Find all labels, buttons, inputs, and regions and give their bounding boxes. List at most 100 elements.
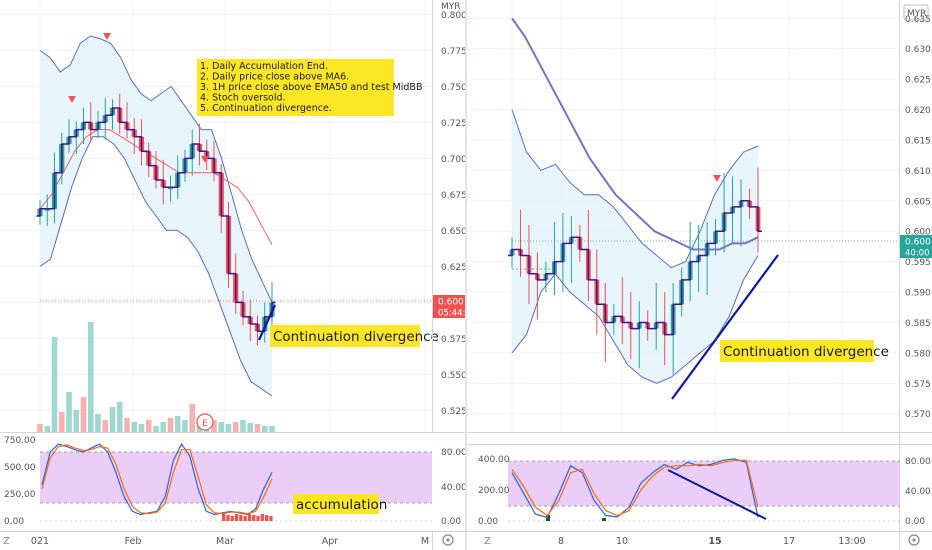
right-settings-icon[interactable] (908, 534, 920, 546)
left-price-tick: 0.700 (441, 155, 467, 165)
left-volume-bar (66, 392, 72, 432)
left-bollinger-lower (39, 136, 273, 397)
left-divergence-line (257, 304, 277, 341)
left-note-line: 1. Daily Accumulation End. (200, 61, 328, 72)
left-price-tick: 0.625 (441, 263, 467, 273)
left-volume-bar (167, 418, 174, 432)
right-chart-pane[interactable]: Continuation divergence 0.6350.6300.6250… (467, 0, 932, 550)
left-volume-bar (189, 404, 196, 432)
left-osc-right-tick: 80.00 (441, 448, 467, 458)
left-osc-callout: accumulation (293, 494, 387, 514)
right-price-tick: 0.605 (905, 197, 931, 207)
left-price-badge-bg (433, 295, 467, 307)
right-osc-left-axis: 400.00 200.00 0.00 (478, 455, 510, 527)
right-osc-divergence-line (667, 469, 767, 520)
left-volume-bar (261, 426, 268, 432)
left-price-tick: 0.525 (441, 407, 467, 417)
left-countdown-bg (433, 307, 467, 318)
left-price-tick: 0.800 (441, 11, 467, 21)
left-volume-bar (160, 422, 167, 432)
right-time-tick: 10 (616, 536, 628, 547)
left-callout: Continuation divergence (270, 325, 439, 347)
right-currency-box[interactable] (903, 4, 929, 21)
right-price-tick: 0.615 (905, 136, 931, 146)
left-zoom-button[interactable]: Z (3, 536, 10, 547)
right-bollinger-upper (511, 109, 759, 269)
left-time-tick: 021 (31, 536, 49, 547)
left-settings-icon[interactable] (442, 534, 454, 546)
right-price-tick: 0.625 (905, 76, 931, 86)
left-note-line: 5. Continuation divergence. (200, 103, 332, 114)
right-price-tick: 0.620 (905, 106, 931, 116)
right-price-tick: 0.595 (905, 258, 931, 268)
left-volume-bar (232, 422, 239, 432)
left-volume-bar (109, 407, 116, 432)
earnings-marker[interactable]: E (196, 413, 214, 431)
right-time-tick: 8 (558, 536, 564, 547)
right-osc-right-tick: 40.00 (905, 487, 931, 497)
left-osc-left-tick: 500.00 (4, 463, 36, 473)
left-volume-bar (174, 416, 181, 432)
left-volume-bar (211, 420, 217, 432)
left-osc-right-axis: 80.00 40.00 0.00 (441, 448, 467, 527)
right-osc-left-tick: 400.00 (478, 455, 510, 465)
right-time-axis[interactable]: 8 10 15 17 13:00 (558, 536, 866, 547)
left-volume-bar (182, 420, 188, 432)
left-price-badge: 0.600 (438, 298, 464, 308)
left-sell-markers (68, 33, 209, 163)
left-volume-bar (145, 420, 152, 432)
left-volume-bar (218, 422, 225, 432)
right-osc-right-tick: 80.00 (905, 457, 931, 467)
left-time-tick: Mar (216, 536, 234, 547)
right-price-tick: 0.600 (905, 228, 931, 238)
left-price-line (36, 107, 276, 332)
right-ema50-line (511, 17, 759, 251)
right-time-tick: 13:00 (838, 536, 865, 547)
right-price-tick: 0.585 (905, 319, 931, 329)
left-osc-right-tick: 0.00 (441, 517, 461, 527)
svg-text:E: E (202, 419, 208, 429)
left-volume-bar (153, 426, 159, 432)
right-osc-right-axis: 80.00 40.00 0.00 (905, 457, 931, 527)
left-callout-text: Continuation divergence (273, 329, 439, 345)
left-time-tick: Feb (125, 536, 142, 547)
left-osc-left-tick: 750.00 (4, 436, 36, 446)
left-volume-bar (138, 424, 145, 432)
right-price-axis[interactable]: 0.6350.6300.6250.6200.6150.6100.6050.600… (899, 0, 932, 550)
left-osc-bar (247, 514, 252, 521)
left-note-line: 4. Stoch oversold. (200, 93, 286, 104)
left-currency-label: MYR (441, 2, 461, 12)
left-price-tick: 0.550 (441, 371, 467, 381)
left-volume-bar (87, 322, 94, 432)
left-osc-bar (256, 516, 260, 521)
left-candle (167, 187, 174, 190)
left-volume-bar (102, 420, 109, 432)
left-osc-bar (226, 515, 230, 521)
left-countdown: 05:44:5 (438, 309, 471, 319)
right-countdown: 40:00 (905, 249, 930, 259)
left-price-tick: 0.675 (441, 191, 467, 201)
left-osc-bar (260, 514, 264, 521)
pane-divider[interactable] (465, 0, 467, 550)
left-osc-left-tick: 250.00 (4, 490, 36, 500)
left-volume-bar (247, 423, 254, 432)
right-time-tick: 17 (783, 536, 795, 547)
right-callout: Continuation divergence (720, 340, 889, 362)
right-price-tick: 0.580 (905, 349, 931, 359)
left-osc-bar (234, 514, 239, 521)
left-volume-bar (116, 402, 123, 432)
right-price-tick: 0.575 (905, 380, 931, 390)
left-notes-box: 1. Daily Accumulation End. 2. Daily price… (197, 59, 422, 116)
left-volume-bar (80, 397, 87, 432)
right-zoom-button[interactable]: Z (484, 536, 491, 547)
right-price-tick: 0.610 (905, 167, 931, 177)
left-time-axis[interactable]: 021 Feb Mar Apr M (31, 536, 429, 547)
right-time-tick: 15 (708, 536, 721, 547)
left-chart-pane[interactable]: E 1. Daily Accumulation End. 2. Daily pri… (0, 0, 471, 550)
left-volume-bar (240, 420, 246, 432)
right-currency-label: MYR (907, 9, 927, 19)
right-osc-left-tick: 200.00 (478, 486, 510, 496)
svg-text:accumulation: accumulation (296, 497, 387, 513)
right-stoch-d (511, 459, 759, 517)
